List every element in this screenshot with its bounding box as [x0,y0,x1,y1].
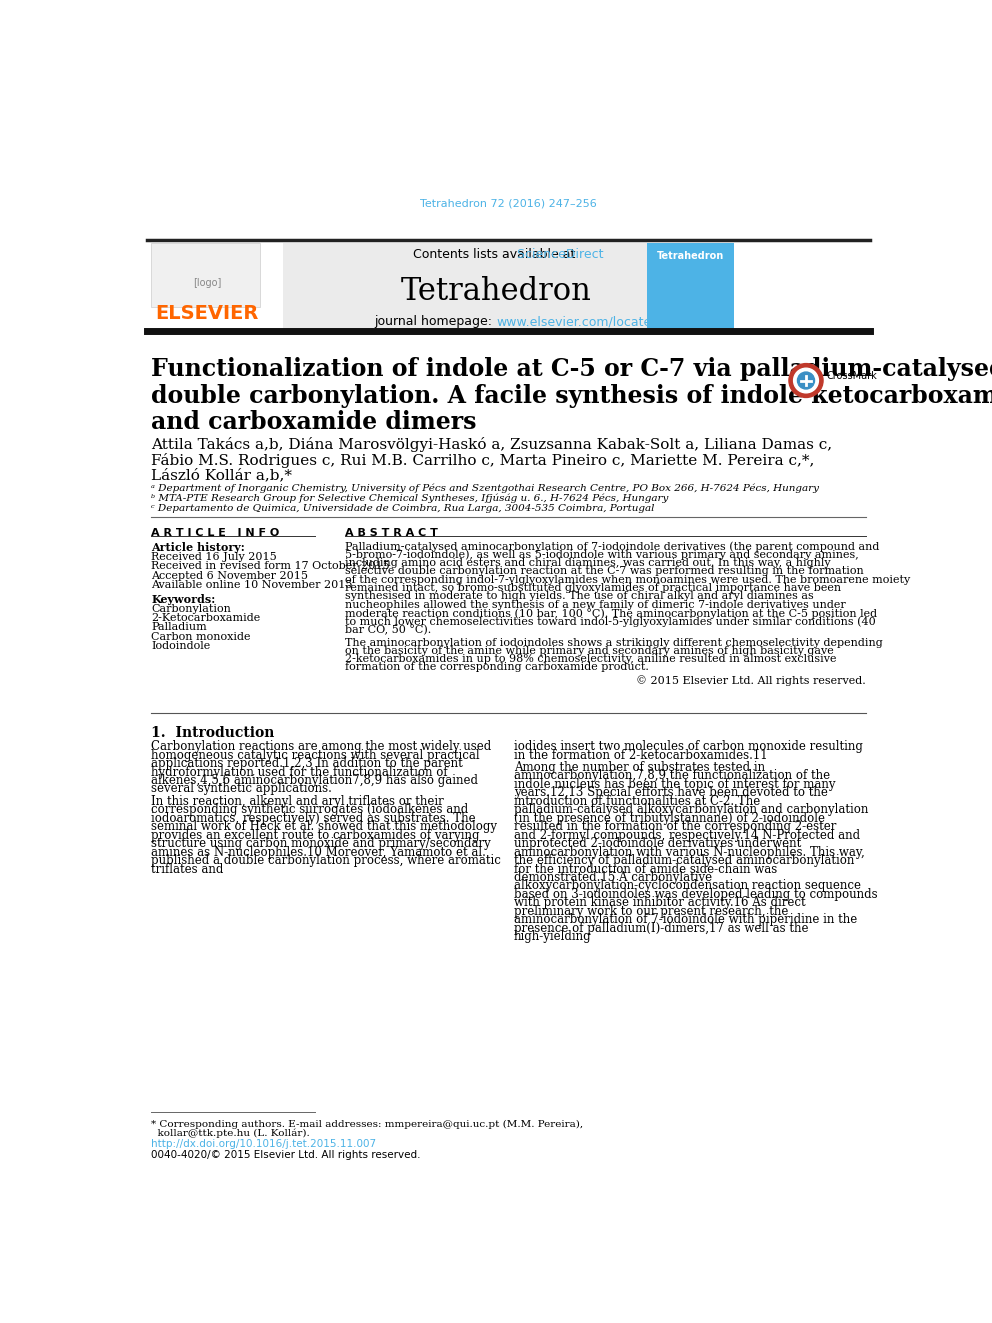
Text: Received 16 July 2015: Received 16 July 2015 [151,552,277,562]
Text: Tetrahedron: Tetrahedron [657,251,724,261]
Text: © 2015 Elsevier Ltd. All rights reserved.: © 2015 Elsevier Ltd. All rights reserved… [636,676,866,687]
Text: demonstrated.15 A carbonylative: demonstrated.15 A carbonylative [514,871,712,884]
Text: formation of the corresponding carboxamide product.: formation of the corresponding carboxami… [345,663,649,672]
Text: Iodoindole: Iodoindole [151,640,210,651]
Text: alkenes,4,5,6 aminocarbonylation7,8,9 has also gained: alkenes,4,5,6 aminocarbonylation7,8,9 ha… [151,774,478,787]
Text: introduction of functionalities at C-2. The: introduction of functionalities at C-2. … [514,795,760,808]
FancyBboxPatch shape [151,243,260,307]
Text: homogeneous catalytic reactions with several practical: homogeneous catalytic reactions with sev… [151,749,480,762]
Circle shape [789,364,823,397]
Text: aminocarbonylation with various N-nucleophiles. This way,: aminocarbonylation with various N-nucleo… [514,845,865,859]
Text: corresponding synthetic surrogates (iodoalkenes and: corresponding synthetic surrogates (iodo… [151,803,468,816]
Text: Functionalization of indole at C-5 or C-7 via palladium-catalysed: Functionalization of indole at C-5 or C-… [151,357,992,381]
Text: Tetrahedron 72 (2016) 247–256: Tetrahedron 72 (2016) 247–256 [420,198,597,209]
Text: Attila Takács a,b, Diána Marosvölgyi-Haskó a, Zsuzsanna Kabak-Solt a, Liliana Da: Attila Takács a,b, Diána Marosvölgyi-Has… [151,438,832,452]
Text: amines as N-nucleophiles.10 Moreover, Yamamoto et al.: amines as N-nucleophiles.10 Moreover, Ya… [151,845,486,859]
Text: iodides insert two molecules of carbon monoxide resulting: iodides insert two molecules of carbon m… [514,740,863,753]
Text: Palladium: Palladium [151,622,207,632]
Text: the efficiency of palladium-catalysed aminocarbonylation: the efficiency of palladium-catalysed am… [514,855,854,867]
Text: 2-ketocarboxamides in up to 98% chemoselectivity, aniline resulted in almost exc: 2-ketocarboxamides in up to 98% chemosel… [345,654,836,664]
Text: indole nucleus has been the topic of interest for many: indole nucleus has been the topic of int… [514,778,835,791]
Text: Fábio M.S. Rodrigues c, Rui M.B. Carrilho c, Marta Pineiro c, Mariette M. Pereir: Fábio M.S. Rodrigues c, Rui M.B. Carrilh… [151,452,814,468]
Text: Carbonylation: Carbonylation [151,603,231,614]
Text: CrossMark: CrossMark [827,372,878,381]
Circle shape [798,372,814,389]
Text: including amino acid esters and chiral diamines, was carried out. In this way, a: including amino acid esters and chiral d… [345,558,830,568]
Text: ᵇ MTA-PTE Research Group for Selective Chemical Syntheses, Ifjúság u. 6., H-7624: ᵇ MTA-PTE Research Group for Selective C… [151,493,669,503]
Text: [logo]: [logo] [192,278,221,288]
Text: double carbonylation. A facile synthesis of indole ketocarboxamides: double carbonylation. A facile synthesis… [151,384,992,407]
Text: unprotected 2-iodoindole derivatives underwent: unprotected 2-iodoindole derivatives und… [514,837,802,851]
Text: to much lower chemoselectivities toward indol-5-ylglyoxylamides under similar co: to much lower chemoselectivities toward … [345,617,876,627]
Text: In this reaction, alkenyl and aryl triflates or their: In this reaction, alkenyl and aryl trifl… [151,795,443,808]
Text: Carbon monoxide: Carbon monoxide [151,631,251,642]
FancyBboxPatch shape [647,243,734,329]
Text: Among the number of substrates tested in: Among the number of substrates tested in [514,761,765,774]
Text: The aminocarbonylation of iodoindoles shows a strikingly different chemoselectiv: The aminocarbonylation of iodoindoles sh… [345,638,883,647]
Text: based on 3-iodoindoles was developed leading to compounds: based on 3-iodoindoles was developed lea… [514,888,878,901]
Text: 1.  Introduction: 1. Introduction [151,726,275,741]
Text: www.elsevier.com/locate/tet: www.elsevier.com/locate/tet [496,315,673,328]
Text: bar CO, 50 °C).: bar CO, 50 °C). [345,624,432,635]
Text: alkoxycarbonylation-cyclocondensation reaction sequence: alkoxycarbonylation-cyclocondensation re… [514,880,861,893]
Text: Palladium-catalysed aminocarbonylation of 7-iodoindole derivatives (the parent c: Palladium-catalysed aminocarbonylation o… [345,541,879,552]
Text: on the basicity of the amine while primary and secondary amines of high basicity: on the basicity of the amine while prima… [345,646,833,656]
Text: synthesised in moderate to high yields. The use of chiral alkyl and aryl diamine: synthesised in moderate to high yields. … [345,591,813,602]
Text: (in the presence of tributylstannane) of 2-iodoindole: (in the presence of tributylstannane) of… [514,812,824,824]
Text: Contents lists available at: Contents lists available at [413,249,579,261]
Text: kollar@ttk.pte.hu (L. Kollár).: kollar@ttk.pte.hu (L. Kollár). [151,1129,310,1139]
Text: ELSEVIER: ELSEVIER [155,303,259,323]
Text: http://dx.doi.org/10.1016/j.tet.2015.11.007: http://dx.doi.org/10.1016/j.tet.2015.11.… [151,1139,376,1148]
Text: applications reported.1,2,3 In addition to the parent: applications reported.1,2,3 In addition … [151,757,463,770]
Text: selective double carbonylation reaction at the C-7 was performed resulting in th: selective double carbonylation reaction … [345,566,864,577]
Text: 5-bromo-7-iodoindole), as well as 5-iodoindole with various primary and secondar: 5-bromo-7-iodoindole), as well as 5-iodo… [345,550,859,561]
Text: resulted in the formation of the corresponding 2-ester: resulted in the formation of the corresp… [514,820,836,833]
Text: Article history:: Article history: [151,542,245,553]
Text: 0040-4020/© 2015 Elsevier Ltd. All rights reserved.: 0040-4020/© 2015 Elsevier Ltd. All right… [151,1150,421,1160]
Text: journal homepage:: journal homepage: [374,315,496,328]
Text: moderate reaction conditions (10 bar, 100 °C). The aminocarbonylation at the C-5: moderate reaction conditions (10 bar, 10… [345,609,877,619]
Text: remained intact, so bromo-substituted glyoxylamides of practical importance have: remained intact, so bromo-substituted gl… [345,583,841,593]
Text: provides an excellent route to carboxamides of varying: provides an excellent route to carboxami… [151,828,479,841]
Text: several synthetic applications.: several synthetic applications. [151,782,332,795]
Text: ᶜ Departamento de Quimica, Universidade de Coimbra, Rua Larga, 3004-535 Coimbra,: ᶜ Departamento de Quimica, Universidade … [151,504,655,513]
Text: Accepted 6 November 2015: Accepted 6 November 2015 [151,570,309,581]
Circle shape [794,368,818,393]
FancyBboxPatch shape [283,243,713,329]
Text: ᵃ Department of Inorganic Chemistry, University of Pécs and Szentgothai Research: ᵃ Department of Inorganic Chemistry, Uni… [151,484,819,493]
Text: hydroformylation used for the functionalization of: hydroformylation used for the functional… [151,766,447,778]
Text: 2-Ketocarboxamide: 2-Ketocarboxamide [151,613,260,623]
Text: iodoaromatics, respectively) served as substrates. The: iodoaromatics, respectively) served as s… [151,812,476,824]
Text: published a double carbonylation process, where aromatic: published a double carbonylation process… [151,855,501,867]
Text: seminal work of Heck et al. showed that this methodology: seminal work of Heck et al. showed that … [151,820,497,833]
Text: A B S T R A C T: A B S T R A C T [345,528,437,538]
Text: Keywords:: Keywords: [151,594,215,605]
Text: Available online 10 November 2015: Available online 10 November 2015 [151,579,352,590]
Text: years.12,13 Special efforts have been devoted to the: years.12,13 Special efforts have been de… [514,786,827,799]
Text: László Kollár a,b,*: László Kollár a,b,* [151,468,292,483]
Text: palladium-catalysed alkoxycarbonylation and carbonylation: palladium-catalysed alkoxycarbonylation … [514,803,868,816]
Text: for the introduction of amide side-chain was: for the introduction of amide side-chain… [514,863,777,876]
Text: and 2-formyl compounds, respectively.14 N-Protected and: and 2-formyl compounds, respectively.14 … [514,828,860,841]
Text: nucheophiles allowed the synthesis of a new family of dimeric 7-indole derivativ: nucheophiles allowed the synthesis of a … [345,599,845,610]
Text: of the corresponding indol-7-ylglyoxylamides when monoamines were used. The brom: of the corresponding indol-7-ylglyoxylam… [345,574,910,585]
Text: and carboxamide dimers: and carboxamide dimers [151,410,476,434]
Text: presence of palladium(I)-dimers,17 as well as the: presence of palladium(I)-dimers,17 as we… [514,922,808,935]
Text: Carbonylation reactions are among the most widely used: Carbonylation reactions are among the mo… [151,740,491,753]
Text: * Corresponding authors. E-mail addresses: mmpereira@qui.uc.pt (M.M. Pereira),: * Corresponding authors. E-mail addresse… [151,1119,583,1129]
Text: ScienceDirect: ScienceDirect [389,249,603,261]
Text: structure using carbon monoxide and primary/secondary: structure using carbon monoxide and prim… [151,837,491,851]
Text: aminocarbonylation,7,8,9 the functionalization of the: aminocarbonylation,7,8,9 the functionali… [514,770,830,782]
Text: high-yielding: high-yielding [514,930,591,943]
Text: triflates and: triflates and [151,863,223,876]
Text: in the formation of 2-ketocarboxamides.11: in the formation of 2-ketocarboxamides.1… [514,749,768,762]
Text: Received in revised form 17 October 2015: Received in revised form 17 October 2015 [151,561,390,572]
Text: with protein kinase inhibitor activity.16 As direct: with protein kinase inhibitor activity.1… [514,897,806,909]
Text: aminocarbonylation of 7-iodoindole with piperidine in the: aminocarbonylation of 7-iodoindole with … [514,913,857,926]
Text: preliminary work to our present research, the: preliminary work to our present research… [514,905,789,918]
Text: Tetrahedron: Tetrahedron [401,275,591,307]
Text: A R T I C L E   I N F O: A R T I C L E I N F O [151,528,280,538]
